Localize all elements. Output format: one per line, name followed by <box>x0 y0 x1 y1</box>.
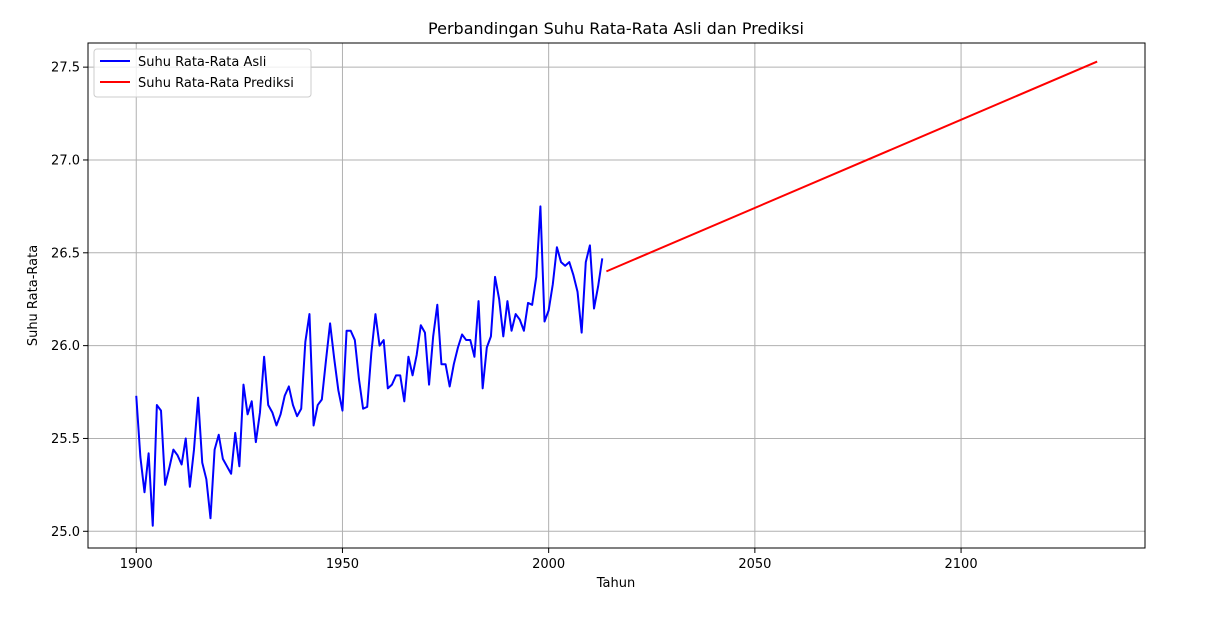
y-tick-label: 26.0 <box>51 339 80 354</box>
y-axis-ticks: 25.0 25.5 26.0 26.5 27.0 27.5 <box>51 61 88 540</box>
legend-box <box>93 48 312 98</box>
series-line-asli <box>135 205 604 527</box>
x-tick-label: 1950 <box>326 557 359 572</box>
legend-label-asli: Suhu Rata-Rata Asli <box>138 55 266 70</box>
y-axis-label: Suhu Rata-Rata <box>26 245 41 346</box>
x-axis-ticks: 1900 1950 2000 2050 2100 <box>120 548 978 572</box>
x-tick-label: 2000 <box>532 557 565 572</box>
y-tick-label: 25.5 <box>51 432 80 447</box>
chart-title: Perbandingan Suhu Rata-Rata Asli dan Pre… <box>428 19 804 38</box>
grid <box>88 43 1145 548</box>
y-tick-label: 25.0 <box>51 525 80 540</box>
x-axis-label: Tahun <box>596 576 635 591</box>
y-tick-label: 26.5 <box>51 246 80 261</box>
y-tick-label: 27.0 <box>51 153 80 168</box>
series-line-prediksi <box>606 60 1098 273</box>
y-tick-label: 27.5 <box>51 61 80 76</box>
legend: Suhu Rata-Rata Asli Suhu Rata-Rata Predi… <box>93 48 312 98</box>
legend-label-prediksi: Suhu Rata-Rata Prediksi <box>138 76 294 91</box>
plot-frame <box>87 42 1146 549</box>
series-group <box>135 60 1098 527</box>
x-tick-label: 2050 <box>738 557 771 572</box>
x-tick-label: 1900 <box>120 557 153 572</box>
x-tick-label: 2100 <box>945 557 978 572</box>
